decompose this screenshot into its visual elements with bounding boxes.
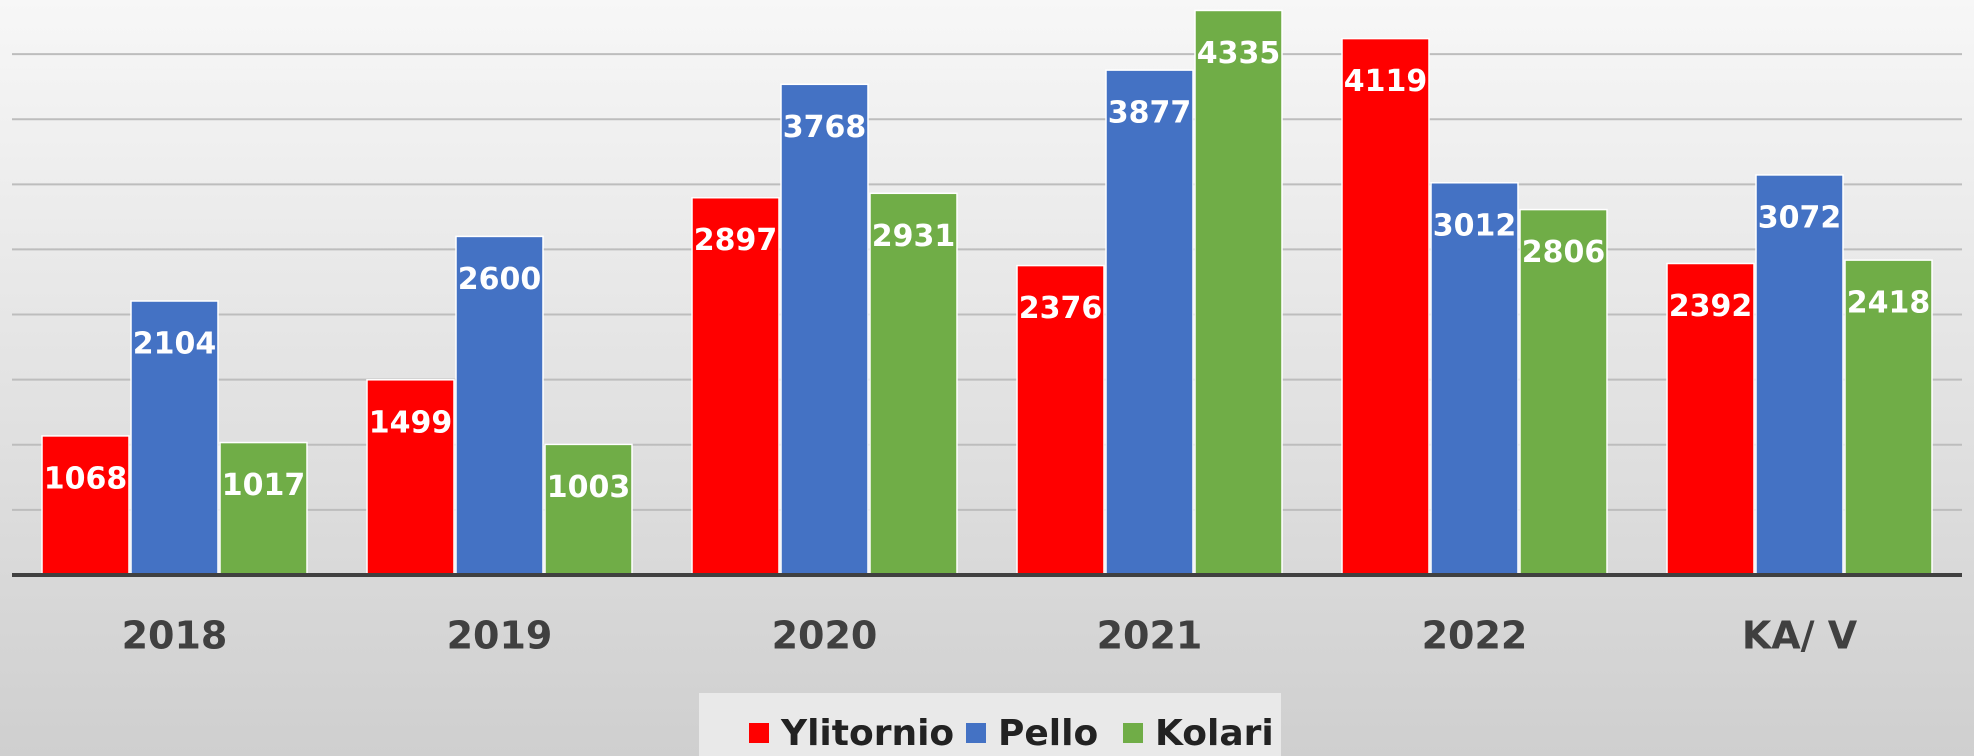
bar <box>1430 182 1519 576</box>
data-label: 2104 <box>133 327 217 362</box>
legend-swatch <box>749 723 769 743</box>
bar <box>1105 69 1194 576</box>
bar <box>1016 264 1105 576</box>
bar <box>1341 37 1430 576</box>
bar <box>1844 259 1933 576</box>
data-label: 3072 <box>1758 200 1842 235</box>
data-label: 2392 <box>1669 289 1753 324</box>
legend-label: Kolari <box>1155 713 1274 754</box>
bar <box>691 196 780 576</box>
data-label: 3768 <box>783 110 867 145</box>
x-tick-label: 2018 <box>122 614 228 658</box>
x-tick-label: KA/ V <box>1742 614 1858 658</box>
data-label: 1068 <box>44 461 128 496</box>
legend-swatch <box>966 723 986 743</box>
bar <box>544 443 633 576</box>
data-label: 2600 <box>458 262 542 297</box>
bar <box>366 379 455 576</box>
bar <box>1755 174 1844 576</box>
data-label: 2418 <box>1847 286 1931 321</box>
bar <box>1666 262 1755 576</box>
x-tick-label: 2020 <box>772 614 878 658</box>
bar <box>130 300 219 576</box>
bar <box>41 435 130 576</box>
data-label: 3012 <box>1433 208 1517 243</box>
data-label: 2897 <box>694 223 778 258</box>
legend-box <box>699 693 1281 756</box>
data-label: 4335 <box>1197 36 1281 71</box>
legend-swatch <box>1123 723 1143 743</box>
data-label: 1017 <box>222 468 306 503</box>
x-tick-label: 2022 <box>1422 614 1528 658</box>
bar <box>1519 208 1608 576</box>
x-tick-label: 2021 <box>1097 614 1203 658</box>
data-label: 2806 <box>1522 235 1606 270</box>
bar <box>1194 9 1283 576</box>
bar <box>219 441 308 576</box>
legend-label: Pello <box>998 713 1098 754</box>
x-tick-label: 2019 <box>447 614 553 658</box>
data-label: 2931 <box>872 219 956 254</box>
bar <box>780 83 869 576</box>
bar <box>455 235 544 576</box>
data-label: 3877 <box>1108 96 1192 131</box>
data-label: 1499 <box>369 405 453 440</box>
data-label: 2376 <box>1019 291 1103 326</box>
legend-label: Ylitornio <box>780 713 954 754</box>
data-label: 4119 <box>1344 64 1428 99</box>
data-label: 1003 <box>547 470 631 505</box>
